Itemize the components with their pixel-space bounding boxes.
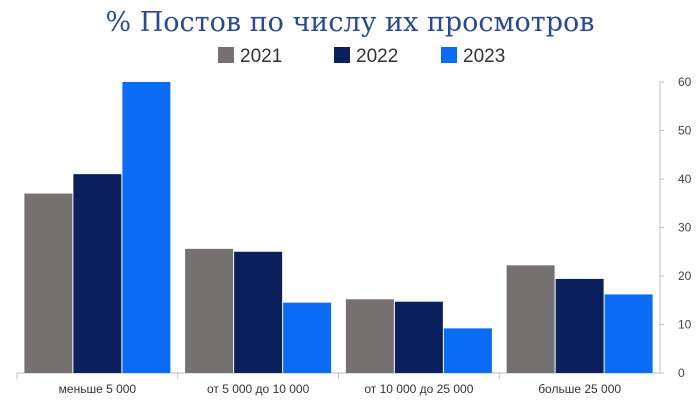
bar-2023-2 — [443, 328, 492, 373]
legend-label-2022: 2022 — [356, 46, 398, 67]
chart-title: % Постов по числу их просмотров — [106, 7, 595, 38]
y-tick-label: 50 — [678, 124, 692, 138]
y-tick-label: 40 — [678, 172, 692, 186]
x-category-label: меньше 5 000 — [59, 382, 137, 396]
y-tick-label: 0 — [678, 366, 685, 380]
legend-swatch-2021 — [218, 47, 234, 63]
x-category-label: от 10 000 до 25 000 — [364, 382, 473, 396]
bar-2022-3 — [555, 278, 604, 373]
y-tick-label: 60 — [678, 75, 692, 89]
x-category-label: от 5 000 до 10 000 — [207, 382, 310, 396]
legend-label-2021: 2021 — [240, 46, 282, 67]
bar-2021-1 — [185, 248, 234, 373]
y-tick-label: 30 — [678, 221, 692, 235]
legend-swatch-2022 — [334, 47, 350, 63]
bar-2022-0 — [73, 174, 122, 373]
bar-2021-2 — [345, 299, 394, 373]
bar-2021-3 — [506, 265, 555, 373]
legend: 2021 2022 2023 — [218, 46, 505, 67]
bar-2022-1 — [234, 251, 283, 373]
y-tick-label: 10 — [678, 318, 692, 332]
legend-swatch-2023 — [441, 47, 457, 63]
y-tick-label: 20 — [678, 269, 692, 283]
plot-area: 0 10 20 30 40 50 60 меньше 5 000 от 5 000 до 10 … — [16, 75, 692, 396]
bar-2023-3 — [604, 294, 653, 373]
bar-2023-1 — [283, 302, 332, 373]
bar-2021-0 — [24, 193, 73, 373]
bar-2022-2 — [394, 301, 443, 373]
legend-label-2023: 2023 — [463, 46, 505, 67]
x-category-label: больше 25 000 — [538, 382, 621, 396]
bar-2023-0 — [122, 82, 171, 373]
